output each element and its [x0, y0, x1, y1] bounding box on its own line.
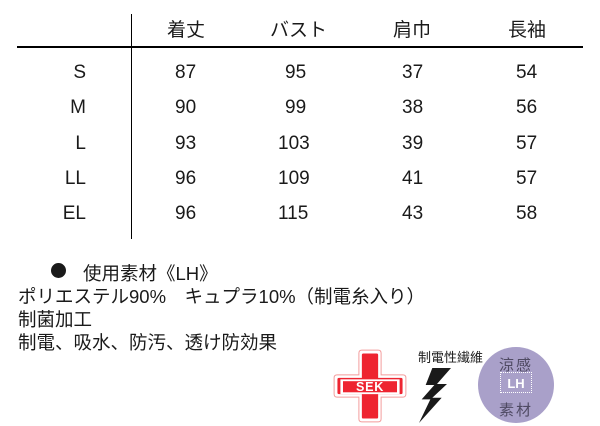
- svg-text:SEK: SEK: [356, 380, 384, 394]
